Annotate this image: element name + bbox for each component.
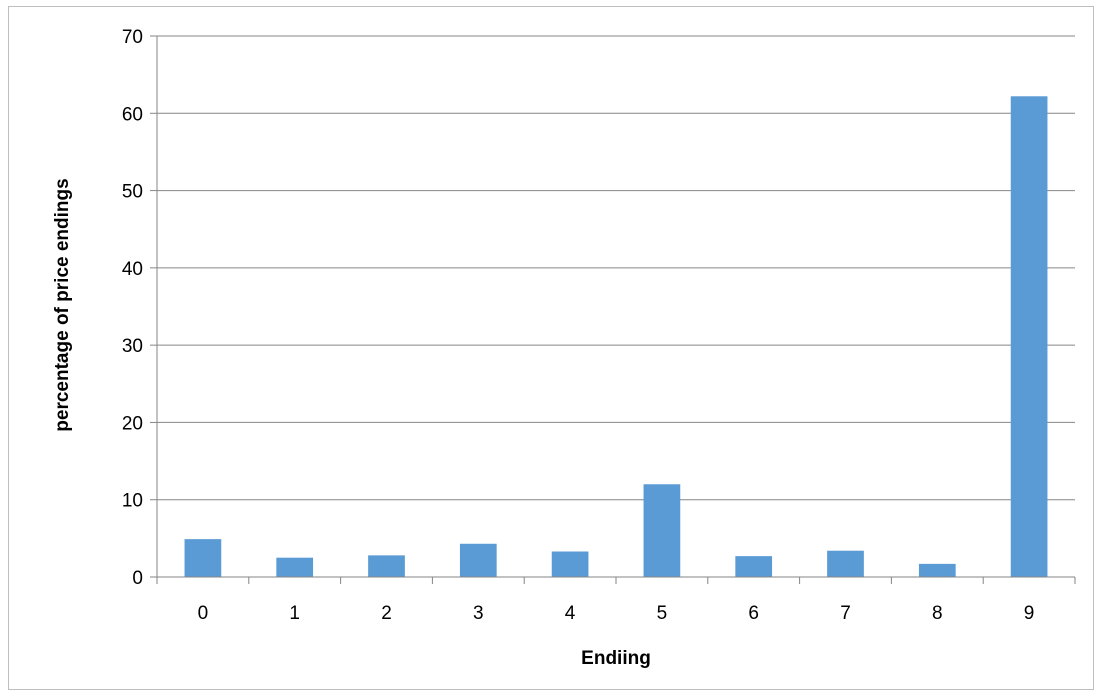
x-tick-label: 5 bbox=[657, 603, 668, 624]
y-tick-label: 0 bbox=[132, 568, 143, 589]
bar-1 bbox=[276, 557, 314, 577]
bar-4 bbox=[551, 551, 589, 577]
y-tick-label: 60 bbox=[122, 104, 143, 125]
y-tick-label: 30 bbox=[122, 336, 143, 357]
x-tick-label: 8 bbox=[932, 603, 943, 624]
y-tick-labels: 0 10 20 30 40 50 60 70 bbox=[122, 27, 143, 589]
x-tick-labels: 0 1 2 3 4 5 6 7 8 9 bbox=[198, 603, 1035, 624]
x-axis-title: Endiing bbox=[581, 648, 651, 669]
bar-8 bbox=[918, 563, 956, 577]
bar-5 bbox=[643, 484, 681, 577]
bar-7 bbox=[827, 550, 864, 577]
bar-3 bbox=[459, 543, 497, 577]
bar-0 bbox=[184, 539, 222, 577]
x-tick-label: 3 bbox=[473, 603, 484, 624]
y-tick-label: 10 bbox=[122, 491, 143, 512]
x-tick-label: 0 bbox=[198, 603, 209, 624]
x-tick-label: 4 bbox=[565, 603, 576, 624]
axes bbox=[156, 36, 1076, 584]
bars bbox=[184, 96, 1048, 577]
y-tick-label: 50 bbox=[122, 182, 143, 203]
y-tick-label: 70 bbox=[122, 27, 143, 48]
x-tick-label: 1 bbox=[289, 603, 300, 624]
bar-6 bbox=[735, 556, 773, 577]
x-tick-label: 6 bbox=[748, 603, 759, 624]
y-tick-label: 20 bbox=[122, 413, 143, 434]
x-tick-label: 2 bbox=[381, 603, 392, 624]
bar-2 bbox=[368, 555, 405, 577]
bar-9 bbox=[1010, 96, 1048, 577]
y-axis-title: percentage of price endings bbox=[52, 178, 73, 431]
y-tick-label: 40 bbox=[122, 259, 143, 280]
x-tick-label: 7 bbox=[840, 603, 851, 624]
gridlines bbox=[150, 35, 1075, 578]
x-tick-label: 9 bbox=[1024, 603, 1035, 624]
